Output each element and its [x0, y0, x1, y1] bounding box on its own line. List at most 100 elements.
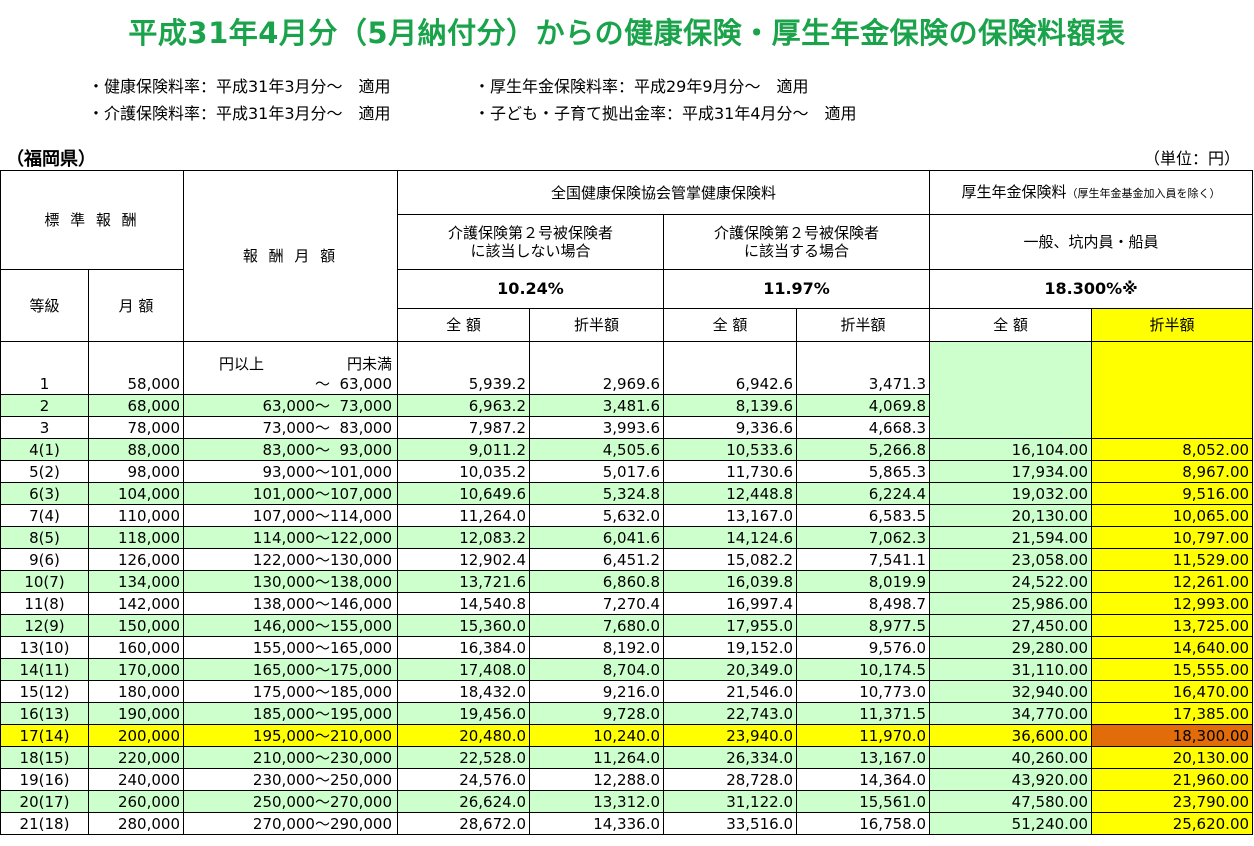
cell-no-care-full: 16,384.0 — [397, 636, 530, 659]
header-pension: 厚生年金保険料（厚生年金基金加入員を除く） — [929, 170, 1254, 215]
cell-grade: 20(17) — [0, 790, 89, 813]
range-lower: 175,000 — [252, 682, 315, 701]
cell-grade: 21(18) — [0, 812, 89, 835]
cell-grade: 13(10) — [0, 636, 89, 659]
cell-grade: 17(14) — [0, 724, 89, 747]
cell-standard-amount: 118,000 — [88, 526, 184, 549]
cell-no-care-full: 14,540.8 — [397, 592, 530, 615]
cell-no-care-full: 12,083.2 — [397, 526, 530, 549]
cell-pension-half: 8,052.00 — [1091, 438, 1254, 461]
range-upper: 93,000 — [339, 440, 393, 459]
cell-grade: 10(7) — [0, 570, 89, 593]
cell-no-care-full: 9,011.2 — [397, 438, 530, 461]
header-half-1: 折半額 — [529, 308, 664, 342]
premium-table: 標 準 報 酬 報 酬 月 額 全国健康保険協会管掌健康保険料 厚生年金保険料（… — [0, 170, 1254, 835]
cell-pension-half: 17,385.00 — [1091, 702, 1254, 725]
range-lower: 165,000 — [252, 660, 315, 679]
range-upper: 63,000 — [339, 375, 393, 393]
cell-no-care-half: 7,680.0 — [529, 614, 664, 637]
range-lower: 73,000 — [262, 418, 315, 437]
note-care-rate: ・介護保険料率：平成31年3月分～ 適用 — [88, 104, 391, 123]
range-upper: 195,000 — [329, 704, 392, 723]
cell-no-care-full: 26,624.0 — [397, 790, 530, 813]
cell-no-care-half: 5,632.0 — [529, 504, 664, 527]
table-row: 12(9) 150,000 146,000 ～ 155,000 15,360.0 7,6… — [0, 614, 1254, 637]
cell-with-care-full: 6,942.6 — [663, 341, 797, 395]
cell-no-care-half: 8,704.0 — [529, 658, 664, 681]
range-tilde: ～ — [314, 418, 330, 437]
cell-pay-range: 195,000 ～ 210,000 — [183, 724, 398, 747]
table-row: 19(16) 240,000 230,000 ～ 250,000 24,576.0 12… — [0, 768, 1254, 791]
cell-with-care-half: 15,561.0 — [795, 790, 931, 813]
table-row: 1 58,000 円以上 円未満 ～ 63,000 5,939.2 2,969.6 6,94… — [0, 341, 1254, 439]
table-row: 13(10) 160,000 155,000 ～ 165,000 16,384.0 8,… — [0, 636, 1254, 659]
cell-with-care-full: 16,039.8 — [663, 570, 797, 593]
cell-no-care-full: 10,035.2 — [397, 460, 530, 483]
cell-grade: 15(12) — [0, 680, 89, 703]
range-tilde: ～ — [314, 594, 330, 613]
range-tilde: ～ — [314, 506, 330, 525]
cell-no-care-full: 10,649.6 — [397, 482, 530, 505]
cell-pension-full: 43,920.00 — [929, 768, 1093, 791]
range-tilde: ～ — [314, 375, 330, 393]
cell-standard-amount: 170,000 — [88, 658, 184, 681]
cell-pension-full: 16,104.00 — [929, 438, 1093, 461]
cell-with-care-half: 10,174.5 — [795, 658, 931, 681]
cell-pension-half-merged — [1091, 341, 1254, 439]
note-child-rate: ・子ども・子育て拠出金率：平成31年4月分～ 適用 — [474, 104, 857, 123]
unit-label: （単位：円） — [1143, 149, 1240, 168]
header-half-3: 折半額 — [1091, 308, 1254, 342]
cell-no-care-full: 18,432.0 — [397, 680, 530, 703]
table-row: 4(1) 88,000 83,000 ～ 93,000 9,011.2 4,505.6 1… — [0, 438, 1254, 461]
cell-standard-amount: 78,000 — [88, 416, 184, 439]
cell-no-care-half: 5,324.8 — [529, 482, 664, 505]
cell-pension-full: 51,240.00 — [929, 812, 1093, 835]
range-tilde: ～ — [314, 748, 330, 767]
header-full-2: 全 額 — [663, 308, 797, 342]
cell-no-care-full: 11,264.0 — [397, 504, 530, 527]
range-upper: 146,000 — [329, 594, 392, 613]
range-upper: 290,000 — [329, 814, 392, 833]
range-tilde: ～ — [314, 616, 330, 635]
range-lower: 63,000 — [262, 396, 315, 415]
cell-with-care-full: 19,152.0 — [663, 636, 797, 659]
header-grade: 等級 — [0, 269, 89, 342]
cell-pay-range: 250,000 ～ 270,000 — [183, 790, 398, 813]
header-pension-label: 厚生年金保険料 — [961, 182, 1067, 201]
cell-no-care-full: 5,939.2 — [397, 341, 530, 395]
table-row: 15(12) 180,000 175,000 ～ 185,000 18,432.0 9,… — [0, 680, 1254, 703]
cell-with-care-full: 10,533.6 — [663, 438, 797, 461]
cell-with-care-half: 8,019.9 — [795, 570, 931, 593]
cell-with-care-half: 13,167.0 — [795, 746, 931, 769]
cell-standard-amount: 98,000 — [88, 460, 184, 483]
range-upper: 155,000 — [329, 616, 392, 635]
cell-no-care-half: 9,728.0 — [529, 702, 664, 725]
range-lower: 114,000 — [252, 528, 315, 547]
cell-standard-amount: 260,000 — [88, 790, 184, 813]
table-row: 21(18) 280,000 270,000 ～ 290,000 28,672.0 14… — [0, 812, 1254, 835]
range-tilde: ～ — [314, 638, 330, 657]
cell-no-care-half: 10,240.0 — [529, 724, 664, 747]
table-row: 8(5) 118,000 114,000 ～ 122,000 12,083.2 6,04… — [0, 526, 1254, 549]
cell-grade: 6(3) — [0, 482, 89, 505]
cell-with-care-full: 14,124.6 — [663, 526, 797, 549]
range-tilde: ～ — [314, 682, 330, 701]
cell-no-care-half: 6,451.2 — [529, 548, 664, 571]
range-tilde: ～ — [314, 770, 330, 789]
cell-no-care-full: 13,721.6 — [397, 570, 530, 593]
cell-with-care-full: 17,955.0 — [663, 614, 797, 637]
cell-with-care-full: 28,728.0 — [663, 768, 797, 791]
cell-standard-amount: 160,000 — [88, 636, 184, 659]
range-lower: 122,000 — [252, 550, 315, 569]
header-full-3: 全 額 — [929, 308, 1093, 342]
cell-pay-range: 円以上 円未満 ～ 63,000 — [183, 341, 398, 395]
cell-no-care-full: 19,456.0 — [397, 702, 530, 725]
cell-no-care-full: 15,360.0 — [397, 614, 530, 637]
cell-with-care-half: 16,758.0 — [795, 812, 931, 835]
range-upper: 107,000 — [329, 484, 392, 503]
cell-with-care-full: 21,546.0 — [663, 680, 797, 703]
cell-pay-range: 185,000 ～ 195,000 — [183, 702, 398, 725]
range-tilde: ～ — [314, 660, 330, 679]
prefecture-label: （福岡県） — [6, 149, 96, 170]
cell-pension-half: 21,960.00 — [1091, 768, 1254, 791]
